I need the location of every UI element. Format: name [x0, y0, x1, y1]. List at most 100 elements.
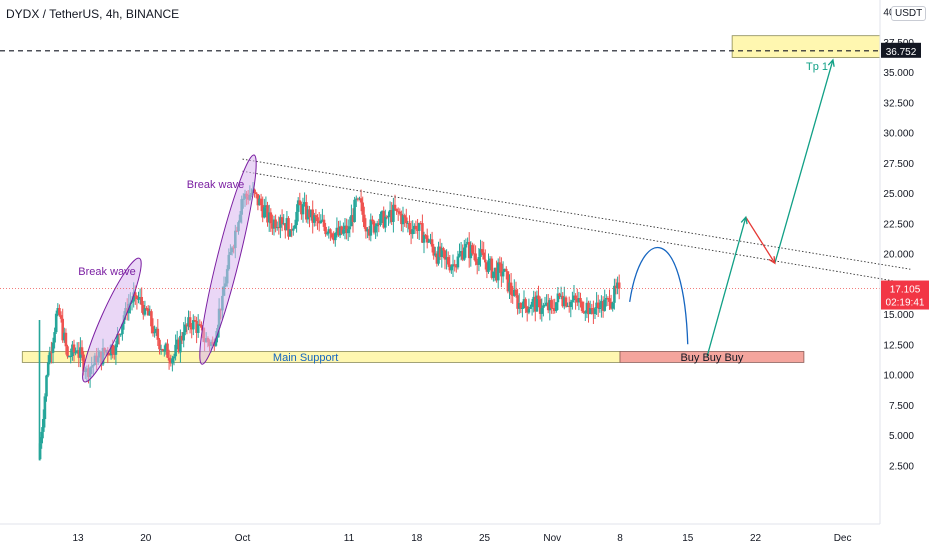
- candle-body-318: [551, 308, 555, 309]
- candle-body-177: [324, 226, 327, 235]
- candle-body-232: [413, 225, 416, 230]
- candle-body-320: [555, 302, 558, 311]
- candle-body-268: [471, 245, 474, 254]
- candle-body-221: [395, 208, 398, 212]
- candle-body-74: [158, 339, 161, 350]
- candle-body-183: [334, 233, 337, 241]
- candle-body-326: [564, 297, 568, 307]
- candle-body-174: [319, 220, 323, 224]
- price-tick-2: 7.500: [889, 401, 914, 412]
- candle-body-168: [309, 209, 313, 218]
- price-tick-3: 10.000: [883, 371, 914, 382]
- candle-body-219: [392, 204, 395, 222]
- candle-body-267: [469, 245, 473, 259]
- candle-body-67: [146, 308, 150, 316]
- candle-body-303: [527, 308, 531, 313]
- candle-body-78: [164, 343, 168, 351]
- candle-body-151: [282, 223, 285, 225]
- target-price-label: 36.752: [886, 47, 917, 58]
- candle-body-279: [488, 258, 492, 261]
- candle-body-204: [367, 229, 371, 236]
- break-wave-label-1: Break wave: [78, 266, 135, 278]
- candle-body-43: [108, 354, 111, 356]
- symbol-title: DYDX / TetherUS, 4h, BINANCE: [6, 7, 180, 21]
- candle-body-70: [151, 326, 155, 334]
- candle-body-216: [387, 216, 390, 218]
- candle-body-329: [569, 301, 573, 307]
- candle-body-90: [184, 324, 187, 333]
- zones-layer: [21, 35, 881, 363]
- candle-body-327: [566, 305, 569, 307]
- candle-body-198: [358, 198, 361, 200]
- candle-body-344: [593, 308, 597, 314]
- time-tick-4: 18: [411, 533, 423, 544]
- trendline-1: [242, 158, 911, 270]
- candle-body-71: [153, 332, 156, 334]
- candle-body-148: [277, 227, 281, 229]
- candle-body-238: [422, 234, 426, 243]
- candle-body-158: [293, 225, 297, 229]
- candle-body-192: [348, 226, 352, 230]
- candle-body-299: [521, 308, 524, 309]
- candle-body-10: [54, 313, 58, 333]
- candle-body-57: [130, 301, 134, 303]
- candle-body-143: [269, 212, 273, 224]
- candle-body-185: [337, 227, 340, 236]
- candle-body-48: [116, 334, 119, 345]
- axes-layer: 2.5005.0007.50010.00012.50015.00017.5002…: [0, 0, 929, 544]
- candle-body-85: [175, 339, 179, 345]
- candle-body-76: [161, 349, 164, 351]
- candle-body-196: [355, 198, 358, 200]
- candle-body-95: [192, 320, 195, 330]
- time-tick-1: 20: [140, 533, 152, 544]
- candle-body-201: [363, 214, 366, 227]
- candle-body-162: [300, 205, 303, 215]
- candle-body-290: [506, 271, 510, 292]
- candle-body-280: [490, 258, 494, 278]
- candle-body-155: [288, 229, 292, 237]
- candle-body-2: [42, 419, 45, 432]
- candle-body-266: [467, 242, 471, 259]
- candle-body-133: [253, 189, 256, 193]
- candle-body-259: [456, 256, 460, 268]
- candle-body-319: [553, 308, 556, 311]
- candle-body-340: [587, 302, 590, 315]
- tp1-label: Tp 1: [806, 61, 828, 73]
- candle-body-352: [606, 298, 610, 299]
- candle-body-73: [156, 328, 160, 340]
- candle-body-62: [138, 297, 142, 299]
- candle-body-176: [322, 219, 326, 227]
- candle-body-276: [484, 259, 487, 263]
- candle-body-175: [321, 219, 324, 221]
- candle-body-69: [150, 311, 153, 327]
- current-price-label: 17.105: [890, 285, 921, 296]
- candle-body-22: [74, 352, 77, 354]
- candle-body-59: [134, 292, 137, 296]
- candle-body-12: [58, 308, 61, 316]
- candle-body-269: [472, 253, 476, 255]
- time-tick-10: Dec: [834, 533, 852, 544]
- candle-body-350: [603, 299, 606, 311]
- candle-body-332: [574, 295, 577, 299]
- candle-body-197: [356, 198, 360, 200]
- candle-body-277: [485, 262, 489, 272]
- candle-body-288: [503, 268, 506, 272]
- candle-body-96: [193, 320, 197, 322]
- candle-body-75: [159, 349, 163, 351]
- candle-body-341: [588, 308, 592, 315]
- candle-body-330: [571, 300, 574, 302]
- candle-body-171: [314, 215, 318, 218]
- candle-body-249: [440, 248, 444, 257]
- candle-body-195: [353, 199, 356, 222]
- candle-body-49: [117, 334, 121, 335]
- currency-button[interactable]: USDT: [891, 6, 927, 21]
- price-tick-7: 20.000: [883, 250, 914, 261]
- candle-body-64: [142, 305, 145, 315]
- candle-body-4: [45, 375, 48, 397]
- candle-body-333: [576, 299, 579, 303]
- candle-body-200: [361, 202, 364, 215]
- candle-body-263: [463, 247, 466, 260]
- candle-body-291: [508, 282, 511, 292]
- candle-body-223: [398, 211, 402, 214]
